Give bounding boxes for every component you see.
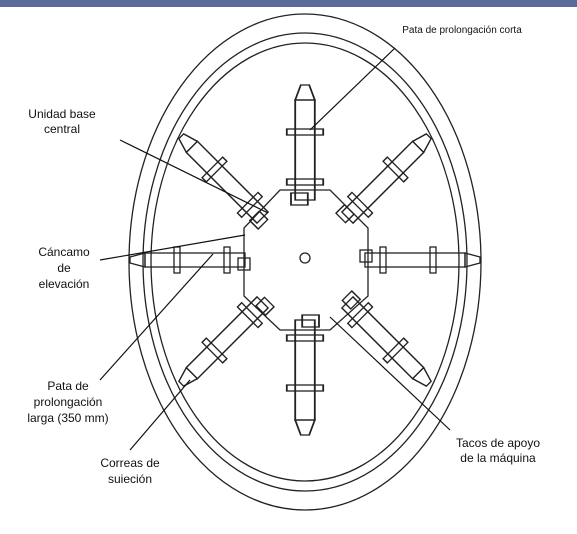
pad [291, 193, 308, 205]
ring [143, 33, 467, 491]
leg-clamp [348, 192, 373, 217]
leg-foot [295, 85, 315, 100]
label-text: central [44, 122, 80, 136]
label-text: Cáncamo [38, 245, 90, 259]
leader [310, 48, 395, 130]
label-text: elevación [39, 277, 90, 291]
label-text: larga (350 mm) [27, 411, 108, 425]
leg [360, 247, 480, 273]
leg-tube [186, 141, 268, 223]
leg-clamp [287, 179, 323, 185]
label-text: Pata de prolongación corta [402, 25, 522, 36]
leg [171, 126, 276, 231]
leg-tube [186, 297, 268, 379]
label-text: Tacos de apoyo [456, 436, 540, 450]
leg-foot [295, 420, 315, 435]
legs [130, 85, 480, 435]
label-text: de [57, 261, 71, 275]
label-text: Unidad base [28, 107, 96, 121]
label-text: prolongación [34, 395, 103, 409]
leaders [100, 48, 450, 450]
leader [120, 140, 268, 213]
pad [360, 250, 372, 262]
leg-foot [413, 368, 435, 390]
label-text: de la máquina [460, 451, 536, 465]
leg [287, 315, 323, 435]
leg-clamp [383, 157, 408, 182]
pad [256, 297, 274, 315]
leg-clamp [237, 303, 262, 328]
leg-foot [176, 368, 198, 390]
leader [100, 235, 245, 260]
leg-clamp [348, 303, 373, 328]
leg-foot [176, 131, 198, 153]
leg [130, 247, 250, 273]
leg-tube [342, 141, 424, 223]
leg [287, 85, 323, 205]
pad [336, 205, 354, 223]
machine-drawing [129, 14, 481, 510]
leg [334, 126, 439, 231]
label-text: Correas de [100, 456, 160, 470]
pad [342, 291, 360, 309]
leg-clamp [287, 385, 323, 391]
leg-clamp [383, 338, 408, 363]
leg [334, 289, 439, 394]
label-text: suieción [108, 472, 152, 486]
leg-clamp [287, 335, 323, 341]
leg-foot [413, 131, 435, 153]
leg-clamp [224, 247, 230, 273]
page: Pata de prolongación corta Unidad basecen… [0, 0, 577, 529]
leg-clamp [202, 338, 227, 363]
leg-clamp [174, 247, 180, 273]
leader [130, 380, 190, 450]
center-eye [300, 253, 310, 263]
pad [302, 315, 319, 327]
leg [171, 289, 276, 394]
inner-ring [151, 43, 459, 481]
leg-clamp [380, 247, 386, 273]
leg-clamp [202, 157, 227, 182]
leg-clamp [430, 247, 436, 273]
leg-clamp [287, 129, 323, 135]
labels: Pata de prolongación corta Unidad basecen… [27, 25, 540, 486]
leader [100, 254, 213, 380]
label-text: Pata de [47, 379, 89, 393]
top-bar [0, 0, 577, 7]
